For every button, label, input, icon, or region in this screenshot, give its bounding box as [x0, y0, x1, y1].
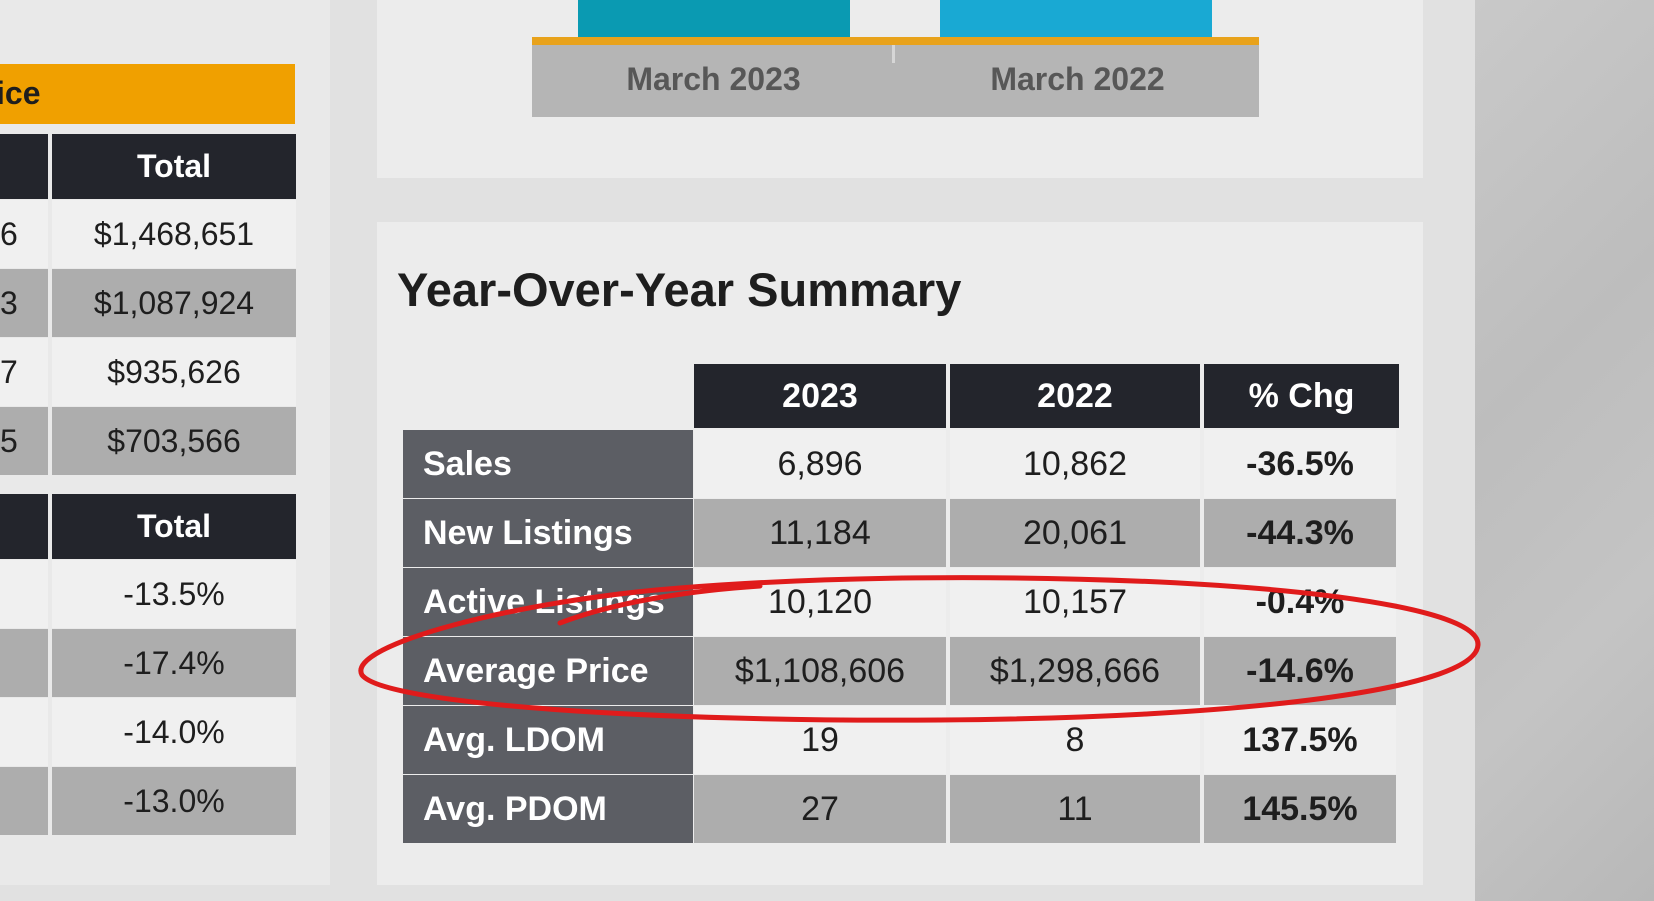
- price-row-stub: 5: [0, 407, 48, 475]
- cell-pct-change: -0.4%: [1204, 568, 1396, 636]
- x-tick-label: March 2023: [626, 61, 801, 97]
- row-label-avg-pdom: Avg. PDOM: [403, 775, 693, 843]
- cell-2023: 6,896: [694, 430, 946, 498]
- cell-2022: $1,298,666: [950, 637, 1200, 705]
- left-section-header: ice: [0, 64, 295, 124]
- price-total-cell: $703,566: [52, 407, 296, 475]
- row-label-sales: Sales: [403, 430, 693, 498]
- cell-2023: 10,120: [694, 568, 946, 636]
- column-header-pct-change: % Chg: [1204, 364, 1399, 428]
- cell-pct-change: 145.5%: [1204, 775, 1396, 843]
- price-total-header: Total: [52, 134, 296, 199]
- price-total-cell: $935,626: [52, 338, 296, 406]
- column-header-2023: 2023: [694, 364, 946, 428]
- chart-bar-march-2022: [940, 0, 1212, 44]
- cell-2022: 10,862: [950, 430, 1200, 498]
- row-label-active-listings: Active Listings: [403, 568, 693, 636]
- summary-title: Year-Over-Year Summary: [397, 263, 962, 316]
- change-row-stub: [0, 698, 48, 766]
- cell-pct-change: -36.5%: [1204, 430, 1396, 498]
- cell-pct-change: -44.3%: [1204, 499, 1396, 567]
- chart-axis-line: [532, 37, 1259, 45]
- left-header-stub: [0, 134, 48, 199]
- change-total-cell: -17.4%: [52, 629, 296, 697]
- row-label-avg-ldom: Avg. LDOM: [403, 706, 693, 774]
- cell-2023: $1,108,606: [694, 637, 946, 705]
- change-row-stub: [0, 767, 48, 835]
- row-label-average-price: Average Price: [403, 637, 693, 705]
- change-total-cell: -14.0%: [52, 698, 296, 766]
- cell-2023: 27: [694, 775, 946, 843]
- price-total-cell: $1,087,924: [52, 269, 296, 337]
- price-total-cell: $1,468,651: [52, 200, 296, 268]
- x-tick-label: March 2022: [990, 61, 1165, 97]
- cell-pct-change: 137.5%: [1204, 706, 1396, 774]
- paper-texture-background: [1475, 0, 1654, 901]
- x-axis-divider: [892, 45, 895, 63]
- cell-2022: 10,157: [950, 568, 1200, 636]
- change-row-stub: [0, 629, 48, 697]
- left-header-stub: [0, 494, 48, 559]
- price-row-stub: 7: [0, 338, 48, 406]
- change-total-header: Total: [52, 494, 296, 559]
- cell-pct-change: -14.6%: [1204, 637, 1396, 705]
- change-row-stub: [0, 560, 48, 628]
- row-label-new-listings: New Listings: [403, 499, 693, 567]
- cell-2022: 8: [950, 706, 1200, 774]
- cell-2022: 11: [950, 775, 1200, 843]
- change-total-cell: -13.0%: [52, 767, 296, 835]
- column-header-2022: 2022: [950, 364, 1200, 428]
- cell-2023: 11,184: [694, 499, 946, 567]
- chart-bar-march-2023: [578, 0, 850, 44]
- price-row-stub: 3: [0, 269, 48, 337]
- left-section-title: ice: [0, 75, 41, 111]
- price-row-stub: 6: [0, 200, 48, 268]
- cell-2023: 19: [694, 706, 946, 774]
- cell-2022: 20,061: [950, 499, 1200, 567]
- change-total-cell: -13.5%: [52, 560, 296, 628]
- left-price-panel: ice Total 6 $1,468,651 3 $1,087,924 7 $9…: [0, 0, 330, 885]
- chart-x-axis: March 2023 March 2022: [532, 45, 1259, 117]
